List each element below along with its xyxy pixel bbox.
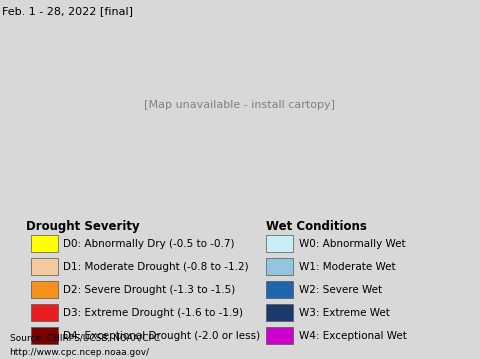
- Text: D2: Severe Drought (-1.3 to -1.5): D2: Severe Drought (-1.3 to -1.5): [63, 285, 236, 295]
- Text: Source: CHIRPS/UCSB, NOAA/CPC: Source: CHIRPS/UCSB, NOAA/CPC: [10, 334, 160, 343]
- Bar: [31, 304, 58, 321]
- Text: W0: Abnormally Wet: W0: Abnormally Wet: [299, 238, 405, 248]
- Bar: [266, 258, 293, 275]
- Text: D0: Abnormally Dry (-0.5 to -0.7): D0: Abnormally Dry (-0.5 to -0.7): [63, 238, 235, 248]
- Bar: [31, 281, 58, 298]
- Bar: [266, 327, 293, 345]
- Text: [Map unavailable - install cartopy]: [Map unavailable - install cartopy]: [144, 100, 336, 110]
- Text: W2: Severe Wet: W2: Severe Wet: [299, 285, 382, 295]
- Text: W1: Moderate Wet: W1: Moderate Wet: [299, 262, 395, 272]
- Bar: [266, 304, 293, 321]
- Text: http://www.cpc.ncep.noaa.gov/: http://www.cpc.ncep.noaa.gov/: [10, 348, 150, 357]
- Bar: [266, 235, 293, 252]
- Bar: [31, 327, 58, 345]
- Text: D3: Extreme Drought (-1.6 to -1.9): D3: Extreme Drought (-1.6 to -1.9): [63, 308, 243, 318]
- Text: D1: Moderate Drought (-0.8 to -1.2): D1: Moderate Drought (-0.8 to -1.2): [63, 262, 249, 272]
- Text: D4: Exceptional Drought (-2.0 or less): D4: Exceptional Drought (-2.0 or less): [63, 331, 261, 341]
- Text: Drought Severity: Drought Severity: [26, 220, 140, 233]
- Bar: [31, 235, 58, 252]
- Bar: [266, 281, 293, 298]
- Text: W4: Exceptional Wet: W4: Exceptional Wet: [299, 331, 407, 341]
- Text: W3: Extreme Wet: W3: Extreme Wet: [299, 308, 389, 318]
- Bar: [31, 258, 58, 275]
- Text: Wet Conditions: Wet Conditions: [266, 220, 367, 233]
- Text: Feb. 1 - 28, 2022 [final]: Feb. 1 - 28, 2022 [final]: [2, 6, 133, 16]
